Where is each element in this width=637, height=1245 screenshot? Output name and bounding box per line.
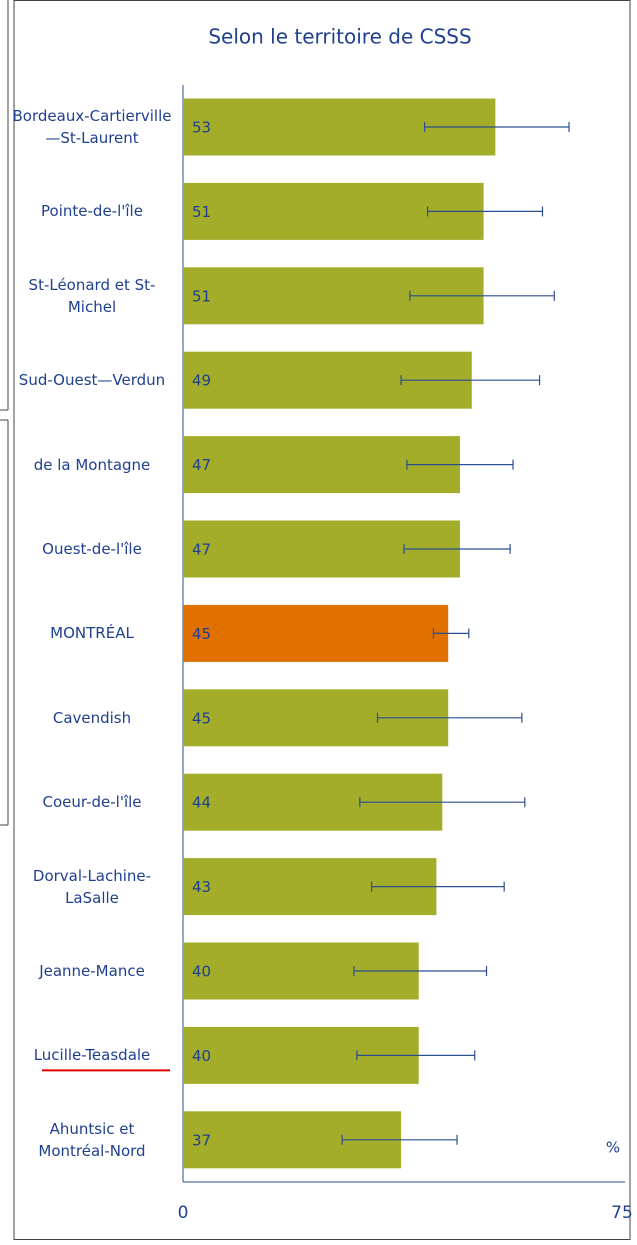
value-label: 51 <box>192 287 211 305</box>
value-label: 45 <box>192 625 211 643</box>
category-label: Cavendish <box>52 708 132 727</box>
value-label: 53 <box>192 119 211 137</box>
category-label: Sud-Ouest—Verdun <box>18 371 166 390</box>
category-label: de la Montagne <box>33 455 151 474</box>
value-label: 47 <box>192 456 211 474</box>
value-label: 43 <box>192 878 211 896</box>
category-label: Jeanne-Mance <box>39 962 145 980</box>
category-label: Ouest-de-l'île <box>42 540 142 558</box>
frame <box>13 0 631 1240</box>
category-label: Bordeaux-Cartierville—St-Laurent <box>12 107 172 147</box>
category-label: Lucille-Teasdale <box>33 1046 151 1065</box>
chart-title: Selon le territoire de CSSS <box>208 25 471 49</box>
value-label: 37 <box>192 1131 211 1149</box>
value-label: 47 <box>192 541 211 559</box>
value-label: 40 <box>192 963 211 981</box>
value-label: 44 <box>192 794 211 812</box>
category-label: Coeur-de-l'île <box>42 793 142 812</box>
value-label: 45 <box>192 709 211 727</box>
x-axis-label: % <box>606 1139 620 1157</box>
x-tick-label: 75 <box>611 1203 633 1223</box>
category-label: St-Léonard et St-Michel <box>28 275 156 316</box>
category-label: Dorval-Lachine-LaSalle <box>32 866 152 907</box>
category-label: MONTRÉAL <box>50 624 134 643</box>
bar <box>183 604 449 662</box>
value-label: 40 <box>192 1047 211 1065</box>
value-label: 51 <box>192 203 211 221</box>
category-label: Ahuntsic et Montréal-Nord <box>38 1119 146 1160</box>
category-label: Pointe-de-l'île <box>41 202 143 221</box>
x-tick-label: 0 <box>178 1203 189 1223</box>
value-label: 49 <box>192 372 211 390</box>
